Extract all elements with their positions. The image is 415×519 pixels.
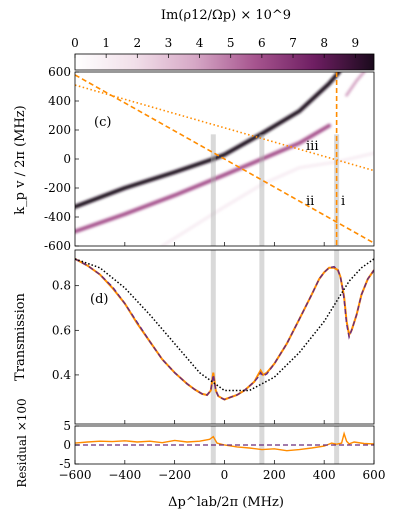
residual-solid <box>75 431 374 452</box>
colorbar-tick-label: 0 <box>71 36 79 50</box>
y-tick-label: -600 <box>44 239 71 253</box>
x-ticks: −600 −400 −200 0 200 400 600 <box>59 460 386 482</box>
residual-series <box>75 431 374 452</box>
marker-bands-c <box>210 134 340 246</box>
y-tick-label: 0 <box>63 438 71 452</box>
colorbar-tick-label: 9 <box>351 36 359 50</box>
colorbar-tick-label: 2 <box>133 36 141 50</box>
x-tick-label: −600 <box>59 468 92 482</box>
marker-band <box>259 250 265 424</box>
marker-band <box>334 426 340 464</box>
colorbar-tick-label: 1 <box>102 36 110 50</box>
series-dotted <box>75 258 374 392</box>
absorption-track <box>75 123 332 234</box>
series-dashed <box>75 258 374 401</box>
x-tick-label: 200 <box>263 468 286 482</box>
x-tick-label: 0 <box>221 468 229 482</box>
panel-c-tag: (c) <box>94 115 111 130</box>
panel-d-y-ticks: 0.4 0.6 0.8 <box>52 279 325 424</box>
colorbar <box>74 53 375 71</box>
x-tick-label: 400 <box>313 468 336 482</box>
panel-d: 0.4 0.6 0.8 Transmission (d) <box>13 249 375 425</box>
panel-residual-y-ticks: 5 0 -5 <box>59 419 79 471</box>
y-tick-label: 0.4 <box>52 368 71 382</box>
colorbar-tick-label: 3 <box>165 36 173 50</box>
absorption-tracks <box>75 72 374 246</box>
panel-d-frame <box>74 249 375 425</box>
line-label-iii: iii <box>306 139 318 154</box>
absorption-track <box>160 151 374 246</box>
y-tick-label: 0.6 <box>52 323 71 337</box>
resonance-line-ii <box>75 74 374 244</box>
colorbar-tick-labels: 0 1 2 3 4 5 6 7 8 9 <box>71 36 359 50</box>
marker-band <box>334 134 340 246</box>
marker-bands-d <box>210 250 340 424</box>
colorbar-tick-label: 8 <box>320 36 328 50</box>
absorption-track <box>345 72 366 97</box>
panel-d-ylabel: Transmission <box>13 292 28 380</box>
colorbar-tick-label: 5 <box>227 36 235 50</box>
resonance-lines <box>75 72 374 246</box>
marker-band <box>334 250 340 424</box>
y-tick-label: 600 <box>48 65 71 79</box>
panel-c-y-ticks: -600 -400 -200 0 200 400 600 <box>44 65 325 253</box>
x-axis-label: Δp^lab/2π (MHz) <box>168 495 284 510</box>
colorbar-tick-label: 4 <box>196 36 204 50</box>
y-tick-label: 5 <box>63 419 71 433</box>
series-solid <box>75 258 374 401</box>
marker-band <box>210 134 216 246</box>
x-tick-label: 600 <box>363 468 386 482</box>
panel-c-ylabel: k_p v / 2π (MHz) <box>13 105 28 214</box>
panel-residual: 5 0 -5 −600 −400 −200 0 200 400 600 Residual ×10… <box>15 398 385 510</box>
y-tick-label: 0 <box>63 152 71 166</box>
x-tick-label: −400 <box>108 468 141 482</box>
line-label-i: i <box>341 194 345 209</box>
y-tick-label: 0.8 <box>52 279 71 293</box>
transmission-series <box>75 258 374 401</box>
y-tick-label: 400 <box>48 94 71 108</box>
colorbar-tick-label: 6 <box>258 36 266 50</box>
colorbar-tick-label: 7 <box>289 36 297 50</box>
marker-band <box>210 250 216 424</box>
absorption-track <box>75 72 342 209</box>
panel-d-tag: (d) <box>90 292 108 307</box>
colorbar-label: Im(ρ12/Ωp) × 10^9 <box>161 8 291 23</box>
y-tick-label: -200 <box>44 181 71 195</box>
colorbar-ticks <box>74 54 356 58</box>
x-tick-label: −200 <box>158 468 191 482</box>
marker-band <box>259 134 265 246</box>
y-tick-label: 200 <box>48 123 71 137</box>
y-tick-label: -5 <box>59 457 71 471</box>
y-tick-label: -400 <box>44 210 71 224</box>
line-label-ii: ii <box>306 194 314 209</box>
panel-residual-ylabel: Residual ×100 <box>15 398 29 487</box>
